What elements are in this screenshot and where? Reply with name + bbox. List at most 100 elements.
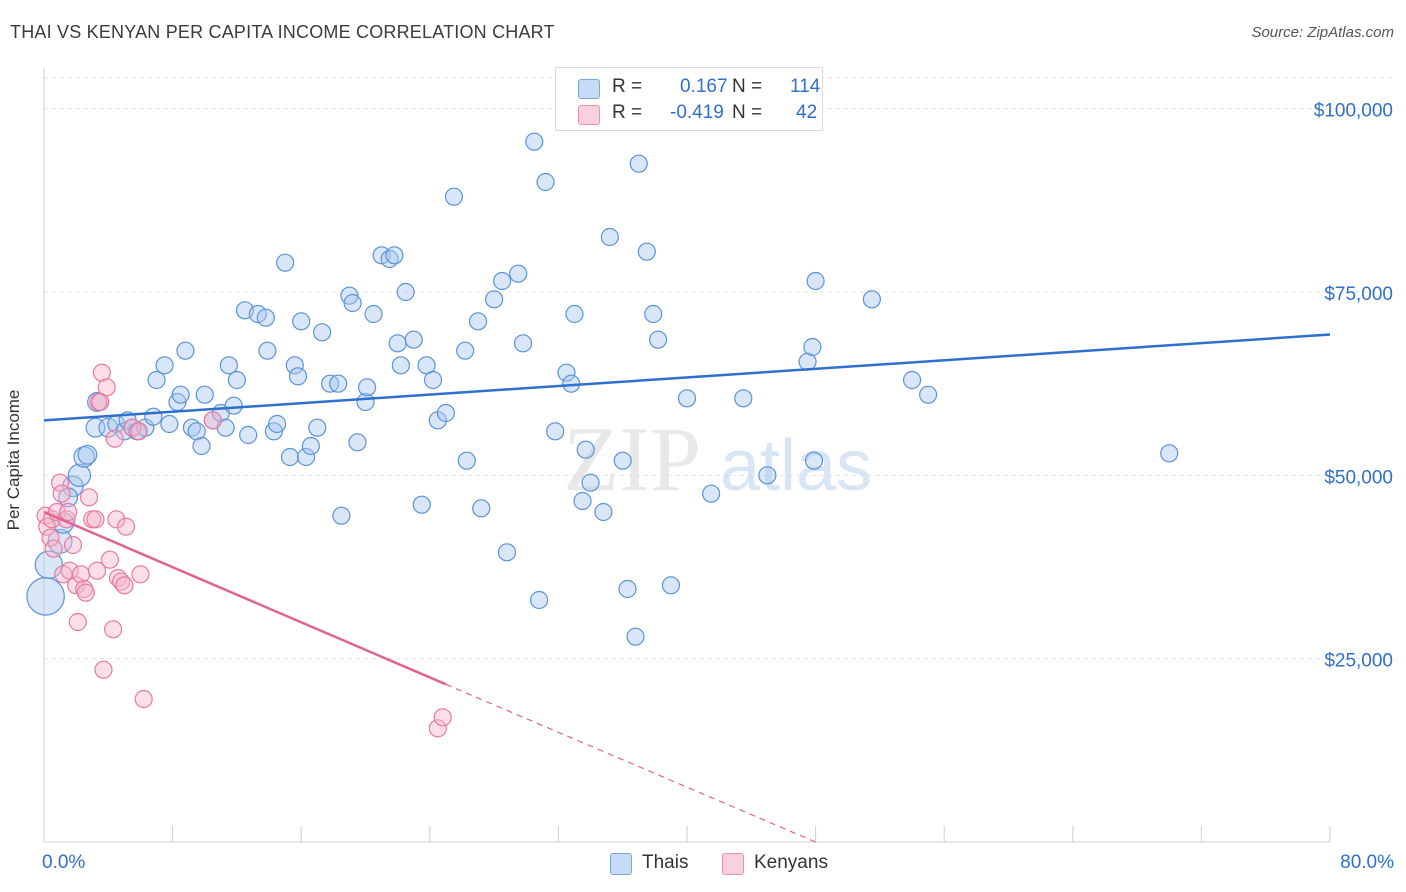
- thais-point-112: [919, 385, 938, 404]
- thais-point-58: [358, 378, 377, 397]
- thais-point-62: [385, 246, 404, 265]
- grid-lines: [44, 77, 1392, 660]
- thais-point-53: [332, 506, 351, 525]
- kenyans-point-21: [87, 561, 107, 580]
- thais-point-20: [155, 356, 174, 375]
- thais-point-74: [457, 451, 476, 470]
- kenyans-point-14: [68, 612, 87, 632]
- thais-point-28: [195, 385, 214, 404]
- thais-point-99: [644, 304, 663, 324]
- thais-point-21: [160, 414, 179, 434]
- series-thais-points: [26, 132, 1179, 646]
- thais-point-88: [565, 304, 584, 324]
- thais-point-67: [412, 495, 431, 514]
- y-tick-label-2: $75,000: [1324, 284, 1393, 305]
- bottom-legend-label-kenyans: Kenyans: [754, 852, 828, 873]
- thais-point-113: [1160, 444, 1179, 463]
- thais-point-94: [613, 451, 632, 470]
- kenyans-point-10: [59, 502, 78, 522]
- thais-point-27: [192, 436, 211, 456]
- legend-r-label: R =: [612, 76, 643, 97]
- kenyans-point-30: [107, 510, 126, 529]
- thais-trend-line: [43, 333, 1331, 422]
- thais-point-108: [804, 451, 824, 470]
- thais-point-93: [600, 227, 619, 247]
- thais-point-77: [485, 290, 504, 309]
- kenyans-point-37: [131, 565, 150, 584]
- legend-r-value: 0.167: [680, 76, 728, 97]
- correlation-legend: R = 0.167 N = 114 R = -0.419 N = 42: [555, 67, 823, 131]
- thais-point-86: [557, 363, 576, 382]
- x-tick-label-min: 0.0%: [42, 852, 86, 873]
- thais-point-100: [648, 330, 668, 349]
- kenyans-point-40: [428, 719, 447, 738]
- thais-point-89: [573, 491, 592, 511]
- thais-point-42: [276, 253, 295, 272]
- thais-point-52: [329, 374, 348, 393]
- thais-point-10: [87, 392, 107, 412]
- thais-point-72: [444, 187, 464, 206]
- thais-point-105: [758, 466, 777, 485]
- thais-point-96: [626, 627, 645, 646]
- y-axis-label: Per Capita Income: [4, 389, 23, 531]
- thais-point-44: [285, 356, 304, 375]
- thais-point-104: [734, 389, 753, 408]
- thais-point-83: [530, 590, 549, 610]
- thais-point-50: [312, 323, 332, 342]
- thais-point-41: [267, 414, 287, 434]
- thais-point-19: [147, 370, 166, 390]
- legend-r-value: -0.419: [670, 102, 724, 123]
- thais-point-111: [902, 370, 922, 390]
- bottom-legend-swatch-kenyans: [722, 853, 744, 875]
- thais-point-79: [497, 543, 517, 562]
- legend-n-value: 42: [796, 102, 818, 123]
- y-tick-label-3: $100,000: [1314, 101, 1393, 122]
- thais-point-55: [343, 293, 362, 313]
- watermark-atlas: atlas: [720, 426, 872, 506]
- kenyans-point-24: [92, 363, 111, 382]
- thais-point-36: [239, 425, 258, 445]
- thais-point-47: [296, 447, 316, 467]
- thais-point-80: [509, 264, 528, 283]
- kenyans-trend-extension: [445, 683, 816, 843]
- thais-point-95: [618, 579, 637, 599]
- kenyans-point-2: [41, 528, 60, 547]
- thais-point-26: [187, 422, 206, 441]
- kenyans-point-36: [129, 422, 148, 441]
- kenyans-point-4: [44, 539, 63, 558]
- kenyans-point-20: [86, 510, 105, 529]
- thais-point-32: [219, 356, 238, 375]
- thais-point-5: [67, 463, 92, 487]
- thais-point-8: [77, 444, 98, 465]
- legend-r-label: R =: [612, 102, 643, 123]
- thais-point-34: [227, 370, 246, 390]
- kenyans-point-39: [203, 411, 222, 430]
- watermark: ZIP atlas: [563, 408, 872, 510]
- thais-point-90: [576, 440, 595, 459]
- thais-point-102: [677, 389, 697, 408]
- thais-point-59: [364, 304, 383, 324]
- thais-point-85: [546, 422, 565, 441]
- thais-point-110: [862, 290, 881, 309]
- thais-point-71: [436, 403, 455, 423]
- y-tick-label-1: $50,000: [1324, 467, 1393, 488]
- y-tick-label-0: $25,000: [1324, 651, 1393, 672]
- thais-point-38: [256, 308, 275, 327]
- y-tick-labels: $25,000 $50,000 $75,000 $100,000: [1314, 101, 1393, 672]
- thais-point-109: [806, 271, 825, 291]
- kenyans-trend-line: [43, 510, 447, 686]
- kenyans-point-38: [134, 689, 153, 709]
- thais-point-46: [292, 312, 311, 331]
- x-tick-label-max: 80.0%: [1340, 852, 1394, 873]
- kenyans-point-15: [71, 565, 91, 584]
- legend-n-label: N =: [732, 76, 763, 97]
- thais-point-66: [404, 330, 423, 349]
- thais-point-33: [224, 396, 243, 415]
- thais-point-103: [702, 484, 721, 503]
- thais-point-98: [637, 242, 656, 261]
- thais-point-78: [493, 271, 512, 291]
- kenyans-point-12: [63, 535, 83, 555]
- thais-point-56: [348, 433, 367, 452]
- kenyans-point-17: [76, 583, 95, 602]
